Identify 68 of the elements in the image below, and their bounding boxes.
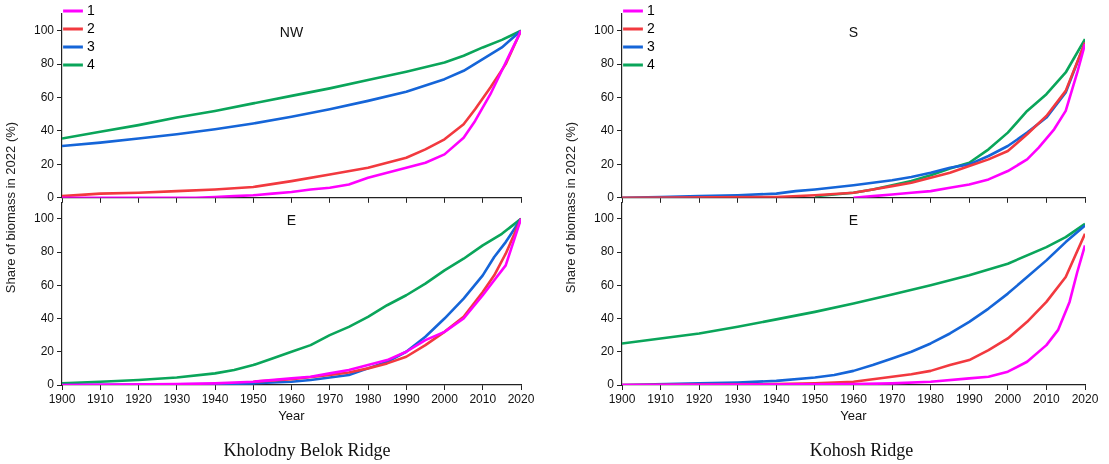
x-tick-label: 1940: [201, 391, 229, 406]
y-tick-label: 0: [47, 377, 55, 392]
y-tick-label: 100: [593, 23, 615, 38]
x-tick-label: 1980: [354, 391, 382, 406]
x-axis-title: Year: [840, 407, 868, 423]
legend-label: 3: [647, 37, 655, 54]
y-tick-label: 80: [40, 56, 55, 71]
legend-label: 4: [647, 55, 655, 72]
legend-label: 3: [87, 37, 95, 54]
x-tick-label: 1960: [278, 391, 306, 406]
legend-label: 4: [87, 55, 95, 72]
x-tick-label: 1900: [48, 391, 76, 406]
legend-label: 2: [87, 19, 95, 36]
text: NW: [279, 23, 304, 40]
legend-label: 1: [647, 1, 655, 18]
y-tick-label: 40: [600, 310, 615, 325]
y-tick-label: 60: [600, 89, 615, 104]
y-tick-label: 100: [33, 23, 55, 38]
x-tick-label: 2000: [994, 391, 1022, 406]
y-tick-label: 60: [600, 277, 615, 292]
legend-label: 2: [647, 19, 655, 36]
x-tick-label: 2020: [507, 391, 535, 406]
y-tick-label: 60: [40, 89, 55, 104]
y-tick-label: 80: [600, 56, 615, 71]
x-tick-label: 1930: [163, 391, 191, 406]
y-tick-label: 20: [40, 344, 55, 359]
x-tick-label: 1910: [86, 391, 114, 406]
legend-label: 1: [87, 1, 95, 18]
x-tick-label: 1990: [392, 391, 420, 406]
x-tick-label: 1990: [955, 391, 983, 406]
y-tick-label: 0: [607, 377, 615, 392]
y-tick-label: 40: [40, 310, 55, 325]
x-tick-label: 1940: [762, 391, 790, 406]
x-tick-label: 1970: [316, 391, 344, 406]
text: Kholodny Belok Ridge: [222, 440, 392, 461]
x-tick-label: 1970: [878, 391, 906, 406]
x-tick-label: 2010: [1033, 391, 1061, 406]
y-tick-label: 20: [40, 156, 55, 171]
y-tick-label: 80: [40, 244, 55, 259]
y-axis-title: Share of biomass in 2022 (%): [2, 120, 18, 296]
x-tick-label: 2020: [1071, 391, 1099, 406]
x-tick-label: 1980: [917, 391, 945, 406]
y-tick-label: 40: [600, 123, 615, 138]
text: E: [286, 212, 297, 229]
x-tick-label: 1900: [608, 391, 636, 406]
y-tick-label: 0: [47, 190, 55, 205]
y-tick-label: 20: [600, 156, 615, 171]
x-tick-label: 2000: [431, 391, 459, 406]
y-tick-label: 60: [40, 277, 55, 292]
x-tick-label: 1930: [724, 391, 752, 406]
y-tick-label: 100: [33, 211, 55, 226]
y-tick-label: 20: [600, 344, 615, 359]
x-tick-label: 1920: [125, 391, 153, 406]
x-tick-label: 1960: [840, 391, 868, 406]
y-tick-label: 0: [607, 190, 615, 205]
x-tick-label: 1950: [239, 391, 267, 406]
text: S: [848, 23, 859, 40]
text: E: [848, 212, 859, 229]
x-tick-label: 1920: [685, 391, 713, 406]
x-tick-label: 1910: [647, 391, 675, 406]
x-tick-label: 2010: [469, 391, 497, 406]
y-tick-label: 40: [40, 123, 55, 138]
y-axis-title: Share of biomass in 2022 (%): [562, 120, 578, 296]
y-tick-label: 100: [593, 211, 615, 226]
y-tick-label: 80: [600, 244, 615, 259]
text: Kohosh Ridge: [808, 440, 915, 461]
x-tick-label: 1950: [801, 391, 829, 406]
x-axis-title: Year: [278, 407, 306, 423]
